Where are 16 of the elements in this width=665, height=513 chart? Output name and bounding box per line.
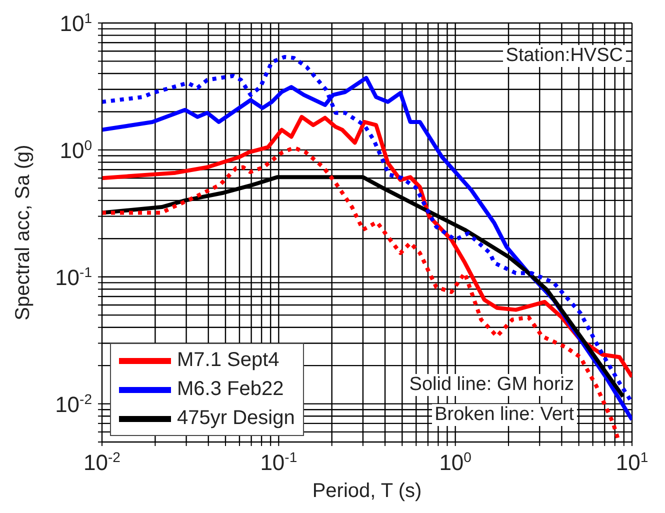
legend-label: M6.3 Feb22 bbox=[176, 377, 285, 402]
annotation: Broken line: Vert bbox=[432, 404, 577, 426]
x-tick-label: 10$^{1}$ bbox=[616, 449, 648, 475]
y-axis-title: Spectral acc, Sa (g) bbox=[12, 144, 34, 320]
annotation: Solid line: GM horiz bbox=[406, 374, 577, 396]
x-tick-label: 10$^{-1}$ bbox=[260, 449, 298, 475]
y-tick-label: 10$^{0}$ bbox=[60, 136, 92, 163]
y-tick-label: 10$^{-2}$ bbox=[55, 390, 92, 417]
annotation: Station:HVSC bbox=[502, 45, 626, 67]
legend-label: 475yr Design bbox=[176, 406, 295, 431]
x-tick-label: 10$^{-2}$ bbox=[84, 449, 121, 475]
y-tick-label: 10$^{-1}$ bbox=[55, 264, 92, 290]
y-tick-label: 10$^{1}$ bbox=[60, 10, 92, 36]
x-axis-title: Period, T (s) bbox=[312, 480, 422, 502]
x-tick-label: 10$^{0}$ bbox=[439, 449, 472, 475]
legend-label: M7.1 Sept4 bbox=[176, 348, 280, 373]
